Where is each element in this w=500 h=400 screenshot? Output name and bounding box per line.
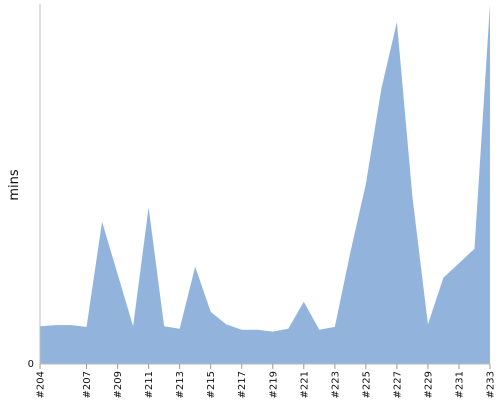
- x-tick-label: #217: [237, 371, 248, 398]
- axes: 0#204 #207 #209 #211 #213 #215 #217 #219 #221 #22…: [28, 4, 497, 398]
- x-tick-label: #219: [268, 371, 279, 398]
- x-tick-label: #207: [82, 371, 93, 398]
- x-tick-label: #213: [175, 371, 186, 398]
- series-area: [40, 4, 490, 364]
- x-tick-label: #225: [361, 371, 372, 398]
- x-tick-label: #229: [423, 371, 434, 398]
- x-tick-label: #227: [392, 371, 403, 398]
- y-axis-label: mins: [7, 169, 22, 201]
- plot-area: [40, 4, 490, 364]
- x-tick-label: #233: [486, 371, 497, 398]
- x-tick-label: #223: [330, 371, 341, 398]
- x-tick-label: #211: [144, 371, 155, 398]
- x-tick-label: #209: [113, 371, 124, 398]
- y-tick-label: 0: [28, 359, 34, 370]
- x-tick-label: #221: [299, 371, 310, 398]
- x-tick-label: #215: [206, 371, 217, 398]
- x-tick-label: #204: [36, 371, 47, 398]
- x-tick-label: #231: [454, 371, 465, 398]
